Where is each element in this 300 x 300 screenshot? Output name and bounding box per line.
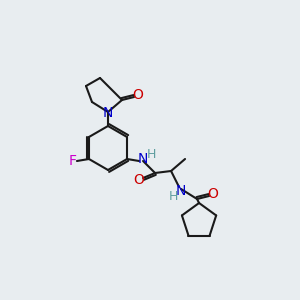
Text: F: F xyxy=(69,154,77,168)
Text: N: N xyxy=(176,184,186,198)
Text: O: O xyxy=(134,173,145,187)
Text: O: O xyxy=(208,187,218,201)
Text: H: H xyxy=(168,190,178,203)
Text: H: H xyxy=(146,148,156,161)
Text: N: N xyxy=(138,152,148,166)
Text: N: N xyxy=(103,106,113,120)
Text: O: O xyxy=(133,88,143,102)
